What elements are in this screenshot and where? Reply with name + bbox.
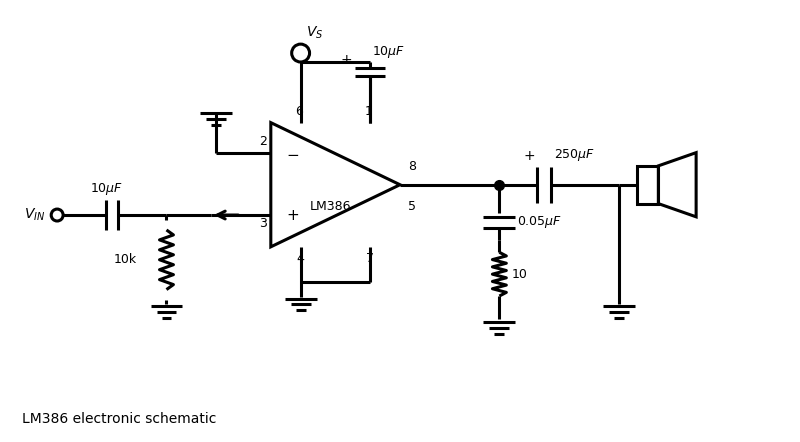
Text: $V_{IN}$: $V_{IN}$ bbox=[24, 207, 46, 223]
Text: 1: 1 bbox=[364, 105, 372, 118]
Text: 8: 8 bbox=[408, 160, 416, 173]
Text: $10\mu F$: $10\mu F$ bbox=[90, 181, 123, 197]
Text: $250\mu F$: $250\mu F$ bbox=[554, 147, 595, 163]
Text: 10k: 10k bbox=[114, 253, 137, 266]
Text: 4: 4 bbox=[297, 252, 305, 265]
Text: $+$: $+$ bbox=[286, 208, 299, 222]
Text: $V_S$: $V_S$ bbox=[306, 25, 323, 41]
Text: 6: 6 bbox=[294, 105, 302, 118]
Text: LM386: LM386 bbox=[310, 200, 351, 213]
Text: 5: 5 bbox=[408, 200, 416, 213]
Text: 10: 10 bbox=[511, 268, 527, 281]
Text: 7: 7 bbox=[366, 252, 374, 265]
Text: +: + bbox=[341, 53, 352, 67]
Text: +: + bbox=[523, 149, 535, 163]
Text: $0.05\mu F$: $0.05\mu F$ bbox=[518, 214, 562, 230]
Text: $10\mu F$: $10\mu F$ bbox=[372, 44, 406, 60]
Text: 2: 2 bbox=[259, 135, 267, 149]
Text: LM386 electronic schematic: LM386 electronic schematic bbox=[22, 412, 217, 426]
Text: 3: 3 bbox=[259, 217, 267, 230]
Text: $-$: $-$ bbox=[286, 146, 299, 161]
